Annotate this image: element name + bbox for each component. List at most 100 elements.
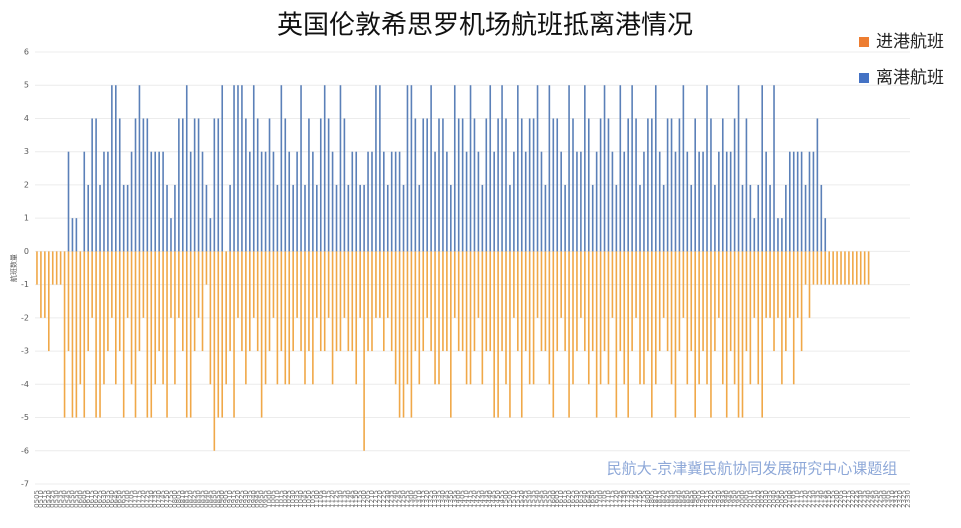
x-tick-label: 2005 bbox=[742, 490, 750, 508]
x-tick-label: 2310 bbox=[888, 490, 896, 508]
x-tick-label: 1135 bbox=[340, 490, 348, 508]
x-tick-label: 2150 bbox=[825, 490, 833, 508]
bar bbox=[410, 251, 413, 418]
bar bbox=[647, 118, 649, 252]
bar bbox=[785, 184, 787, 252]
x-tick-label: 1835 bbox=[671, 490, 679, 508]
bar bbox=[528, 251, 531, 385]
bar bbox=[51, 251, 54, 285]
bar bbox=[796, 251, 799, 318]
x-tick-label: 1435 bbox=[482, 490, 490, 508]
x-tick-label: 1850 bbox=[683, 490, 691, 508]
bar bbox=[513, 151, 515, 252]
bar bbox=[213, 251, 216, 451]
bar bbox=[489, 251, 492, 352]
bar bbox=[552, 118, 555, 252]
bar bbox=[631, 85, 633, 252]
bar bbox=[674, 251, 677, 418]
x-tick-label: 0855 bbox=[214, 490, 222, 508]
bar bbox=[209, 251, 212, 385]
bar bbox=[718, 151, 720, 252]
bar bbox=[36, 251, 38, 285]
bar bbox=[493, 251, 495, 418]
bar bbox=[87, 251, 90, 352]
bar bbox=[59, 251, 62, 285]
bar bbox=[339, 251, 342, 352]
bar bbox=[584, 85, 586, 252]
bar bbox=[497, 251, 499, 418]
bar bbox=[741, 184, 744, 252]
bar bbox=[721, 118, 724, 252]
bar bbox=[808, 251, 811, 318]
bar bbox=[761, 251, 763, 418]
bar bbox=[197, 251, 200, 318]
bar bbox=[765, 251, 767, 318]
x-tick-label: 0950 bbox=[258, 490, 266, 508]
x-tick-label: 1420 bbox=[470, 490, 478, 508]
bar bbox=[418, 184, 421, 252]
x-tick-label: 0835 bbox=[199, 490, 207, 508]
x-tick-label: 2120 bbox=[802, 490, 810, 508]
bar bbox=[544, 251, 547, 352]
x-tick-label: 2050 bbox=[778, 490, 786, 508]
x-tick-label: 0945 bbox=[254, 490, 262, 508]
bar bbox=[808, 151, 811, 252]
chart-title: 英国伦敦希思罗机场航班抵离港情况 bbox=[277, 11, 693, 41]
bar bbox=[308, 251, 310, 352]
bar bbox=[852, 251, 854, 285]
bar bbox=[785, 251, 787, 352]
bar bbox=[126, 184, 129, 252]
bar bbox=[111, 251, 113, 318]
bar bbox=[497, 118, 499, 252]
y-axis-label: 航班数量 bbox=[9, 254, 18, 282]
bar bbox=[658, 151, 661, 252]
bar bbox=[714, 184, 716, 252]
bar bbox=[453, 85, 456, 252]
bar bbox=[741, 251, 744, 418]
x-tick-label: 0830 bbox=[195, 490, 203, 508]
bar bbox=[347, 184, 350, 252]
bar bbox=[434, 251, 436, 385]
x-tick-label: 0930 bbox=[242, 490, 250, 508]
x-tick-label: 2205 bbox=[837, 490, 845, 508]
bar bbox=[615, 251, 618, 418]
x-tick-label: 1905 bbox=[695, 490, 703, 508]
bar bbox=[225, 251, 227, 385]
bar bbox=[394, 251, 397, 385]
bar bbox=[383, 151, 385, 252]
bar bbox=[107, 151, 109, 252]
x-tick-label: 2030 bbox=[762, 490, 770, 508]
bar bbox=[473, 118, 476, 252]
x-tick-label: 1345 bbox=[443, 490, 451, 508]
bar bbox=[351, 251, 354, 352]
x-tick-label: 0720 bbox=[139, 490, 147, 508]
x-tick-label: 0605 bbox=[80, 490, 88, 508]
bar bbox=[611, 251, 614, 318]
bar bbox=[296, 251, 298, 318]
x-tick-label: 1600 bbox=[549, 490, 557, 508]
x-tick-label: 2055 bbox=[782, 490, 790, 508]
bar bbox=[568, 85, 570, 252]
bar bbox=[576, 251, 578, 352]
bar bbox=[205, 251, 208, 285]
x-tick-label: 2140 bbox=[817, 490, 825, 508]
bar bbox=[643, 251, 645, 385]
bar bbox=[718, 251, 720, 318]
bar bbox=[40, 251, 42, 318]
bar bbox=[406, 251, 409, 385]
x-tick-label: 0510 bbox=[37, 490, 45, 508]
bar bbox=[725, 151, 728, 252]
bar bbox=[587, 251, 590, 385]
bar bbox=[170, 251, 172, 318]
bar bbox=[237, 251, 239, 318]
bar bbox=[375, 251, 377, 318]
bar bbox=[501, 85, 503, 252]
x-tick-label: 0710 bbox=[132, 490, 140, 508]
bar bbox=[844, 251, 846, 285]
x-tick-label: 2155 bbox=[829, 490, 837, 508]
bar bbox=[383, 251, 385, 352]
x-tick-label: 1740 bbox=[628, 490, 636, 508]
bar bbox=[820, 251, 823, 285]
bar bbox=[296, 151, 298, 252]
bar bbox=[457, 118, 460, 252]
